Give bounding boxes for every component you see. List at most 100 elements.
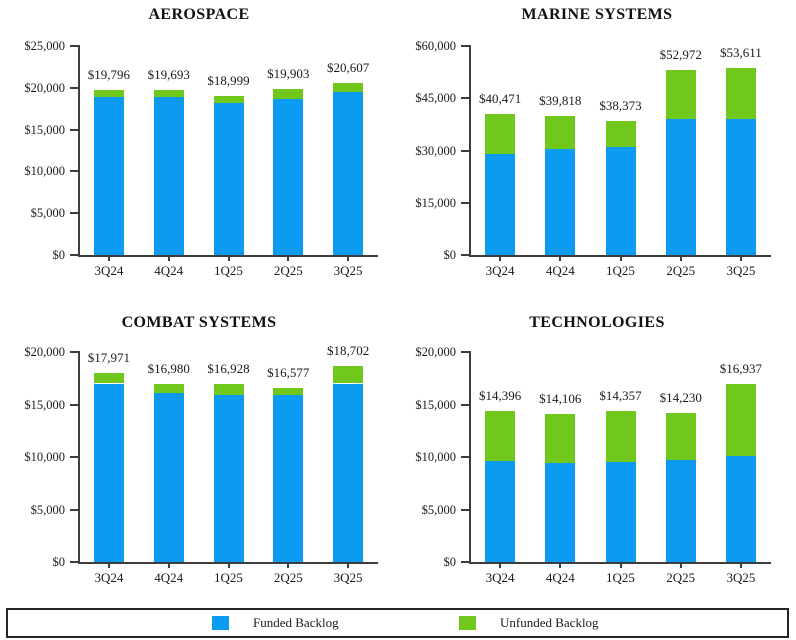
y-axis-line — [469, 351, 471, 563]
bar-segment-funded — [273, 394, 304, 562]
y-tick-mark — [70, 128, 79, 131]
y-tick-mark — [70, 456, 79, 458]
x-tick-mark — [679, 255, 682, 261]
x-tick-mark — [347, 255, 350, 261]
x-category-label: 1Q25 — [214, 263, 243, 278]
x-category-label: 3Q24 — [94, 570, 124, 585]
x-tick-mark — [679, 562, 682, 568]
bar-total-label: $38,373 — [599, 98, 642, 114]
plot-area-combat-systems: $0 $5,000 $10,000 $15,000 $20,000 $17,971 3Q24… — [0, 300, 398, 600]
bar-total-label: $17,971 — [87, 350, 131, 366]
bar-total-label: $18,702 — [326, 342, 370, 358]
bar-segment-funded — [153, 392, 184, 562]
x-category-label: 4Q24 — [154, 263, 184, 278]
bar-total-label: $16,928 — [207, 361, 250, 377]
bar-segment-funded — [605, 146, 636, 255]
bar-total-label: $39,818 — [539, 93, 582, 109]
x-tick-mark — [739, 562, 742, 568]
legend: Funded Backlog Unfunded Backlog — [6, 608, 789, 638]
bar-segment-funded — [545, 463, 576, 562]
bar-segment-funded — [485, 461, 516, 562]
y-tick-mark — [70, 403, 79, 406]
bar-total-label: $18,999 — [207, 73, 250, 89]
bar-segment-funded — [665, 118, 696, 255]
bar-segment-unfunded — [273, 88, 304, 99]
bar-total-label: $14,230 — [659, 389, 702, 405]
y-tick-mark — [461, 97, 470, 100]
y-tick-mark — [70, 561, 79, 563]
bar-segment-unfunded — [153, 383, 184, 393]
y-tick-label: $0 — [52, 555, 66, 569]
x-tick-mark — [227, 562, 230, 568]
chart-title-technologies: TECHNOLOGIES — [529, 314, 665, 331]
bar-total-label: $16,577 — [267, 364, 310, 380]
x-tick-mark — [499, 562, 502, 568]
x-category-label: 2Q25 — [273, 263, 303, 278]
bar-total-label: $40,471 — [478, 91, 522, 107]
y-tick-mark — [461, 456, 470, 458]
funded-swatch-icon — [212, 616, 229, 630]
x-category-label: 3Q25 — [726, 263, 756, 278]
chart-combat-systems: COMBAT SYSTEMS $0 $5,000 $10,000 $15,000 $20… — [0, 300, 398, 600]
x-tick-mark — [499, 255, 502, 261]
x-category-label: 1Q25 — [214, 570, 243, 585]
bar-segment-funded — [545, 149, 576, 255]
bar-segment-unfunded — [333, 82, 364, 92]
bar-segment-unfunded — [485, 114, 516, 154]
bar-segment-funded — [213, 394, 244, 562]
bar-segment-funded — [725, 456, 756, 562]
bar-total-label: $14,106 — [539, 390, 582, 406]
bar-segment-funded — [153, 96, 184, 255]
legend-label-funded: Funded Backlog — [253, 615, 339, 630]
y-tick-label: $5,000 — [421, 502, 456, 517]
y-tick-label: $10,000 — [24, 164, 65, 179]
x-tick-mark — [107, 255, 110, 261]
x-tick-mark — [287, 562, 290, 568]
x-category-label: 3Q24 — [94, 263, 124, 278]
y-tick-label: $15,000 — [415, 195, 456, 210]
y-tick-mark — [461, 201, 470, 204]
bar-segment-funded — [333, 383, 364, 562]
y-tick-mark — [461, 403, 470, 406]
legend-item-funded: Funded Backlog — [212, 610, 339, 636]
x-category-label: 2Q25 — [666, 570, 696, 585]
x-tick-mark — [619, 562, 622, 568]
x-category-label: 3Q24 — [485, 263, 515, 278]
y-tick-label: $20,000 — [24, 345, 65, 359]
x-category-label: 3Q25 — [726, 570, 756, 585]
y-tick-mark — [461, 561, 470, 563]
y-tick-mark — [70, 351, 79, 353]
y-axis-line — [78, 351, 80, 563]
y-tick-label: $0 — [443, 248, 457, 262]
x-category-label: 3Q24 — [485, 570, 515, 585]
x-tick-mark — [347, 562, 350, 568]
bar-total-label: $19,796 — [87, 66, 131, 82]
y-tick-label: $25,000 — [24, 39, 65, 53]
bar-segment-funded — [213, 103, 244, 255]
bar-total-label: $52,972 — [659, 47, 702, 63]
bar-total-label: $14,357 — [599, 388, 642, 404]
y-tick-mark — [70, 45, 79, 47]
bar-segment-unfunded — [725, 68, 756, 120]
y-axis-line — [469, 45, 471, 256]
bar-segment-unfunded — [93, 89, 124, 97]
bar-total-label: $14,396 — [478, 387, 522, 403]
bar-total-label: $20,607 — [326, 59, 370, 75]
bar-segment-unfunded — [545, 413, 576, 464]
bar-total-label: $16,937 — [719, 361, 763, 377]
bar-total-label: $16,980 — [147, 360, 190, 376]
bar-segment-unfunded — [605, 121, 636, 147]
x-category-label: 2Q25 — [666, 263, 696, 278]
y-tick-mark — [461, 45, 470, 47]
bar-total-label: $19,693 — [147, 67, 190, 83]
bar-total-label: $53,611 — [720, 45, 762, 61]
bar-segment-funded — [605, 462, 636, 562]
y-tick-mark — [70, 254, 79, 256]
legend-item-unfunded: Unfunded Backlog — [459, 610, 599, 636]
chart-marine-systems: MARINE SYSTEMS $0 $15,000 $30,000 $45,000 $6… — [398, 0, 796, 300]
bar-segment-unfunded — [93, 373, 124, 384]
legend-label-unfunded: Unfunded Backlog — [500, 615, 599, 630]
plot-area-aerospace: $0 $5,000 $10,000 $15,000 $20,000 $25,000 $19,… — [0, 0, 398, 300]
chart-title-combat-systems: COMBAT SYSTEMS — [121, 314, 277, 331]
